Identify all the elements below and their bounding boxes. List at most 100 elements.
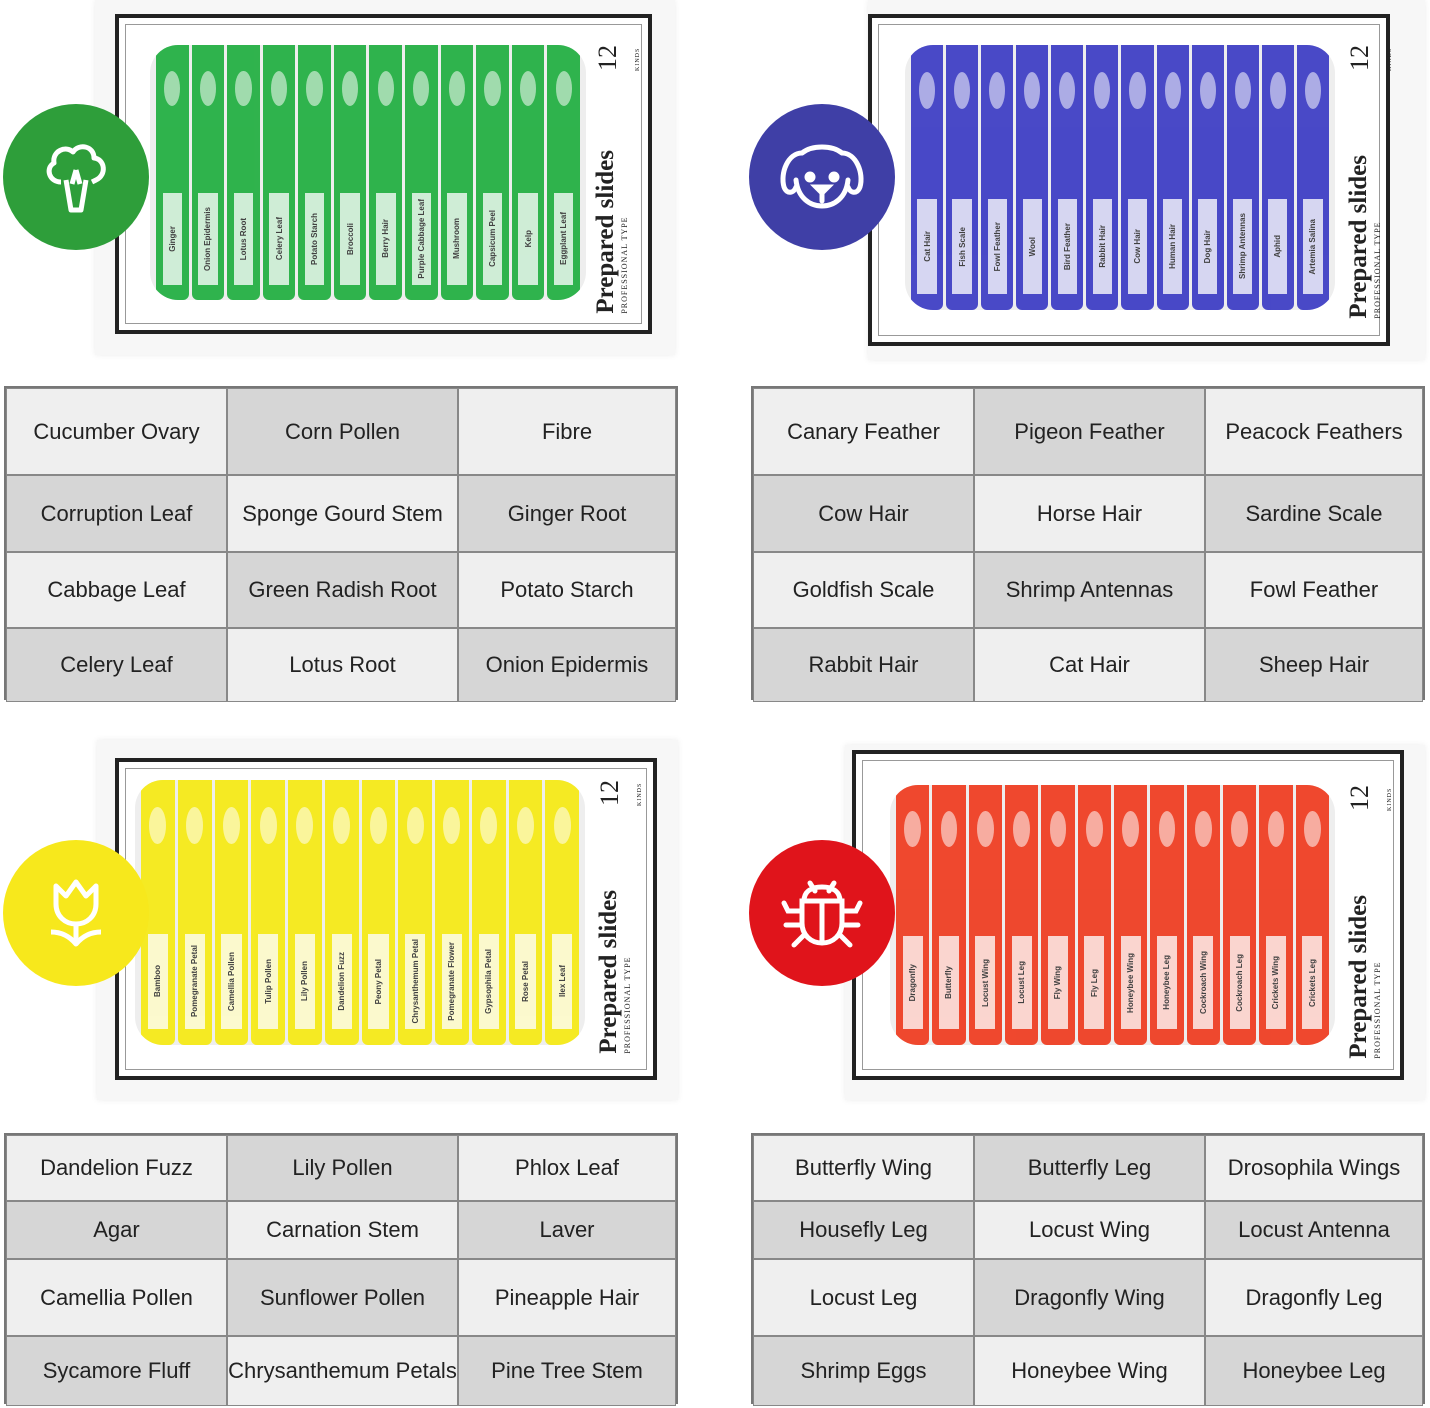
kinds-number: 12 xyxy=(1345,45,1374,71)
specimen-spot xyxy=(1199,71,1216,109)
brand-text: Prepared slides PROFESSIONAL TYPE xyxy=(1345,155,1382,319)
slide: Ginger xyxy=(156,45,189,300)
slide-label: Wool xyxy=(1022,198,1042,295)
table-cell: Agar xyxy=(6,1201,227,1259)
slide-label: Broccoli xyxy=(340,192,360,285)
slide-label: Honeybee Leg xyxy=(1156,935,1177,1030)
slide: Lily Pollen xyxy=(288,780,322,1045)
slide-label: Cow Hair xyxy=(1127,198,1148,295)
table-cell: Cucumber Ovary xyxy=(6,388,227,475)
brand-subtitle: PROFESSIONAL TYPE xyxy=(623,956,632,1054)
kinds-number: 12 xyxy=(595,780,624,806)
specimen-spot xyxy=(1085,811,1103,848)
slide: Fish Scale xyxy=(946,45,979,310)
specimen-spot xyxy=(1158,811,1176,848)
slide: Cockroach Wing xyxy=(1186,785,1220,1045)
table-cell: Potato Starch xyxy=(458,552,676,628)
table-cell: Camellia Pollen xyxy=(6,1259,227,1336)
table-cell: Locust Wing xyxy=(974,1201,1205,1259)
specimen-spot xyxy=(940,811,958,848)
slide-label-text: Fowl Feather xyxy=(992,221,1002,272)
insect-category-badge xyxy=(749,840,895,986)
slide-label-text: Berry Hair xyxy=(381,219,391,259)
slide-label: Ginger xyxy=(162,192,183,285)
specimen-spot xyxy=(1164,71,1181,109)
plant-slide-window: Ginger Onion Epidermis Lotus Root Celery Le… xyxy=(150,45,586,300)
slide-label: Artemia Salina xyxy=(1303,198,1323,295)
slide: Human Hair xyxy=(1156,45,1189,310)
specimen-spot xyxy=(989,71,1006,109)
slide-label: Fly Leg xyxy=(1084,935,1105,1030)
kinds-count: 12 KINDS xyxy=(1345,785,1405,811)
specimen-spot xyxy=(149,806,167,844)
specimen-spot xyxy=(186,806,204,844)
slide-label: Human Hair xyxy=(1162,198,1183,295)
slide-label-text: Eggplant Leaf xyxy=(559,212,569,266)
slide-label-text: Cow Hair xyxy=(1133,229,1142,264)
slide-label: Fly Wing xyxy=(1047,935,1068,1030)
table-cell: Shrimp Eggs xyxy=(753,1336,974,1406)
table-cell: Butterfly Leg xyxy=(974,1135,1205,1201)
slide-label: Lily Pollen xyxy=(294,933,315,1030)
slide: Potato Starch xyxy=(298,45,331,300)
slide: Crickets Leg xyxy=(1295,785,1329,1045)
table-cell: Corruption Leaf xyxy=(6,475,227,552)
table-cell: Sardine Scale xyxy=(1205,475,1423,552)
slide-label: Pomegranate Flower xyxy=(441,933,462,1030)
slide: Cockroach Leg xyxy=(1222,785,1257,1045)
slide-label-text: Fish Scale xyxy=(957,226,967,267)
specimen-spot xyxy=(1304,71,1321,109)
slide-label-text: Human Hair xyxy=(1168,223,1178,269)
specimen-spot xyxy=(1129,71,1146,109)
brand-subtitle: PROFESSIONAL TYPE xyxy=(620,216,629,314)
specimen-spot xyxy=(516,806,534,844)
table-cell: Chrysanthemum Petals xyxy=(227,1336,458,1406)
flower-category-badge xyxy=(3,840,149,986)
slide-label-text: Crickets Wing xyxy=(1271,955,1281,1010)
table-cell: Locust Leg xyxy=(753,1259,974,1336)
slide-label-text: Chrysanthemum Petal xyxy=(410,939,420,1024)
slide-label: Berry Hair xyxy=(375,192,396,285)
specimen-spot xyxy=(555,70,572,107)
table-cell: Onion Epidermis xyxy=(458,628,676,702)
specimen-spot xyxy=(164,70,181,107)
slide-label: Capsicum Peel xyxy=(482,192,503,285)
slide-label-text: Kelp xyxy=(523,230,533,248)
slide-label: Crickets Leg xyxy=(1302,935,1323,1030)
slide: Shrimp Antennas xyxy=(1226,45,1259,310)
specimen-spot xyxy=(369,806,387,844)
slide-label-text: Bird Feather xyxy=(1062,222,1072,270)
slide-label: Locust Wing xyxy=(975,935,996,1030)
flower-specimen-table: Dandelion Fuzz Lily Pollen Phlox Leaf Agar C… xyxy=(4,1133,678,1406)
specimen-spot xyxy=(1024,71,1041,109)
slide-label-text: Capsicum Peel xyxy=(487,210,497,268)
table-cell: Housefly Leg xyxy=(753,1201,974,1259)
slide: Purple Cabbage Leaf xyxy=(405,45,438,300)
slide-label: Cockroach Wing xyxy=(1193,935,1214,1030)
slide: Celery Leaf xyxy=(262,45,296,300)
slide-label-text: Aphid xyxy=(1273,235,1283,258)
table-cell: Locust Antenna xyxy=(1205,1201,1423,1259)
table-cell: Lily Pollen xyxy=(227,1135,458,1201)
specimen-spot xyxy=(333,806,351,844)
specimen-spot xyxy=(954,71,971,109)
table-cell: Dragonfly Leg xyxy=(1205,1259,1423,1336)
specimen-spot xyxy=(377,70,394,107)
table-cell: Cabbage Leaf xyxy=(6,552,227,628)
insect-specimen-table: Butterfly Wing Butterfly Leg Drosophila Wi… xyxy=(751,1133,1425,1406)
slide-label-text: Cockroach Leg xyxy=(1235,953,1245,1012)
slide: Ilex Leaf xyxy=(545,780,579,1045)
kinds-number: 12 xyxy=(593,45,622,71)
slide: Fowl Feather xyxy=(981,45,1014,310)
kinds-count: 12 KINDS xyxy=(593,45,653,71)
slide: Honeybee Wing xyxy=(1113,785,1148,1045)
plant-category-badge xyxy=(3,104,149,250)
slide: Tulip Pollen xyxy=(251,780,285,1045)
slide-label-text: Fly Wing xyxy=(1053,965,1063,1000)
kinds-unit: KINDS xyxy=(1387,47,1393,71)
table-cell: Green Radish Root xyxy=(227,552,458,628)
table-cell: Carnation Stem xyxy=(227,1201,458,1259)
slide-label-text: Locust Wing xyxy=(980,958,990,1007)
specimen-spot xyxy=(1049,811,1067,848)
specimen-spot xyxy=(919,71,936,109)
